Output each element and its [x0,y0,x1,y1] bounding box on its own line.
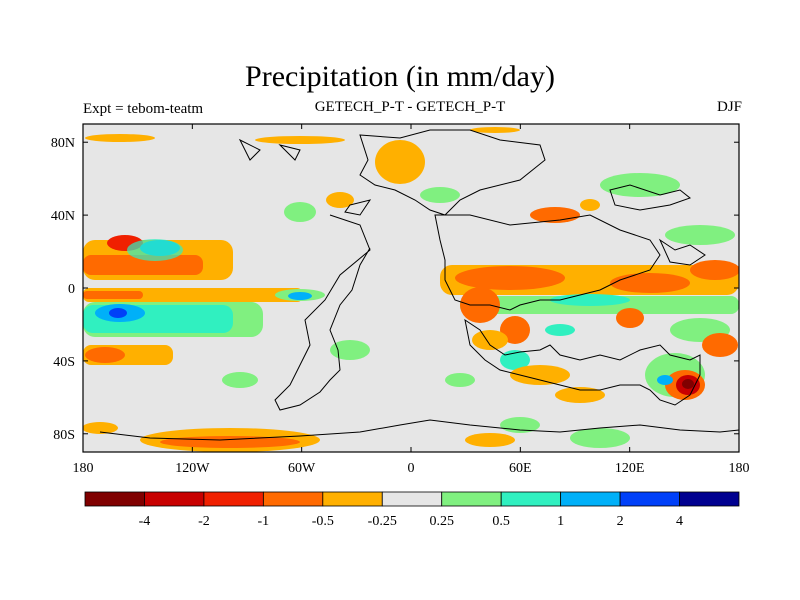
anomaly-patch [657,375,673,385]
anomaly-patch [284,202,316,222]
x-tick-label: 180 [73,461,94,476]
anomaly-patch [616,308,644,328]
anomaly-patch [690,260,739,280]
anomaly-patch [255,136,345,144]
anomaly-patch [465,433,515,447]
coastlines [99,129,739,441]
anomaly-patch [288,292,312,300]
anomaly-patch [445,373,475,387]
season-label: DJF [716,99,742,115]
plot-title: Precipitation (in mm/day) [245,60,555,93]
y-tick-label: 80S [53,428,75,443]
anomaly-patch [222,372,258,388]
anomaly-patch [470,127,520,133]
anomaly-patch [330,340,370,360]
colorbar-label: 0.25 [429,514,454,529]
colorbar-label: 1 [557,514,564,529]
coastline [274,214,371,411]
colorbar-label: -0.5 [312,514,334,529]
x-tick-label: 120E [615,461,645,476]
anomaly-patch [85,134,155,142]
colorbar-swatch [441,491,502,507]
y-tick-label: 0 [68,282,75,297]
colorbar-label: -0.25 [368,514,397,529]
y-tick-label: 40N [51,209,75,224]
anomaly-patch [375,140,425,184]
anomaly-patch [682,379,694,389]
anomaly-patch [472,330,508,350]
coastline [359,129,546,216]
plot-subtitle: GETECH_P-T - GETECH_P-T [314,99,506,115]
coastline [434,214,661,311]
anomaly-patch [455,266,565,290]
coastline [464,318,701,406]
colorbar-swatch [500,491,562,507]
anomaly-patch [85,347,125,363]
anomaly-patch [580,199,600,211]
anomaly-patch [702,333,738,357]
coastline [344,199,372,216]
anomaly-patch [160,436,300,448]
anomaly-patch [610,273,690,293]
colorbar-swatch [322,491,383,507]
experiment-label: Expt = tebom-teatm [83,101,204,117]
colorbar-swatch [381,491,443,507]
anomaly-patch [127,239,183,261]
colorbar-label: 2 [617,514,624,529]
axis-ticks: 180 120W 60W 0 60E 120E 180 80N 40N 0 40S 80S [51,124,750,476]
anomaly-patch [83,291,143,299]
colorbar-swatch [144,491,205,507]
colorbar-swatch [679,491,740,507]
coastline [238,138,261,161]
colorbar-label: -4 [139,514,151,529]
colorbar-label: -1 [258,514,270,529]
anomaly-patch [510,365,570,385]
anomaly-patch [570,428,630,448]
anomaly-patch [545,324,575,336]
anomaly-patch [83,255,203,275]
colorbar-label: 0.5 [492,514,510,529]
colorbar-label: -2 [198,514,210,529]
coastline [278,144,301,161]
x-tick-label: 120W [175,461,210,476]
anomaly-patch [83,422,118,434]
precip-anomaly-field [83,127,739,452]
y-tick-label: 40S [53,355,75,370]
y-tick-label: 80N [51,136,75,151]
anomaly-patch [665,225,735,245]
x-tick-label: 60W [288,461,316,476]
colorbar-swatch [203,491,264,507]
x-tick-label: 60E [509,461,532,476]
colorbar-swatch [560,491,621,507]
anomaly-patch [600,173,680,197]
anomaly-patch [326,192,354,208]
colorbar: -4 -2 -1 -0.5 -0.25 0.25 0.5 1 2 4 [84,491,740,529]
colorbar-label: 4 [676,514,683,529]
anomaly-patch [420,187,460,203]
anomaly-patch [555,387,605,403]
colorbar-swatch [84,491,145,507]
colorbar-swatch [262,491,324,507]
x-tick-label: 180 [729,461,750,476]
x-tick-label: 0 [408,461,415,476]
anomaly-patch [109,308,127,318]
anomaly-patch [500,316,530,344]
coastline [99,419,739,441]
coastline [609,184,692,211]
colorbar-swatch [619,491,680,507]
coastline [658,238,706,266]
